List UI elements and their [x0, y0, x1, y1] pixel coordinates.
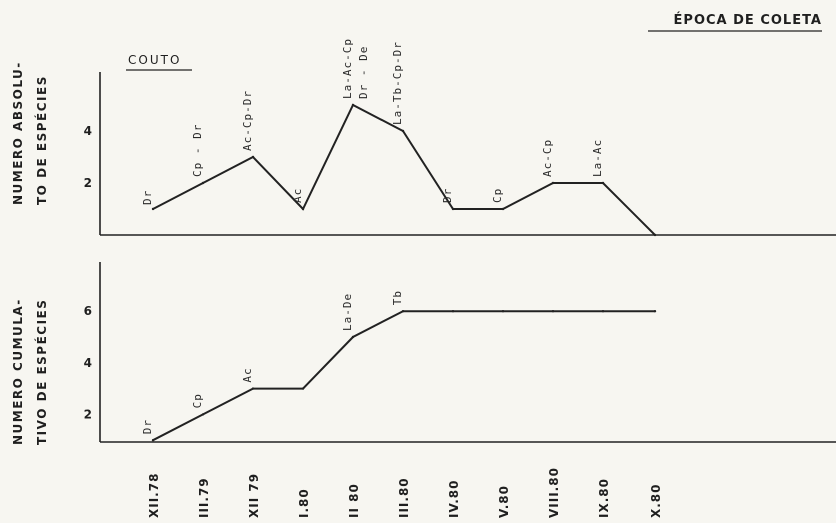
top-point-label: Ac: [291, 188, 304, 203]
x-tick-label: I.80: [297, 488, 311, 518]
top-point-label: Ac-Cp-Dr: [241, 90, 254, 151]
top-data-point: [401, 129, 405, 133]
bottom-data-point: [401, 310, 405, 313]
top-point-label: Ac-Cp: [541, 139, 554, 177]
top-point-label: La-Ac-Cp: [341, 38, 354, 99]
top-point-label: Cp: [491, 188, 504, 203]
bottom-point-label: La-De: [341, 293, 354, 331]
top-data-point: [301, 207, 305, 211]
bottom-data-point: [251, 387, 255, 390]
top-ytick-label: 2: [84, 176, 92, 190]
bottom-ylabel-line1: NUMERO CUMULA-: [11, 298, 25, 445]
top-ylabel-line2: TO DE ESPÉCIES: [34, 75, 49, 205]
site-label: COUTO: [128, 53, 181, 67]
top-data-point: [551, 181, 555, 185]
bottom-point-label: Tb: [391, 290, 404, 305]
top-point-label: Dr: [141, 190, 154, 205]
bottom-series-line: [152, 310, 655, 442]
bottom-ytick-label: 6: [84, 304, 92, 318]
top-data-point: [653, 233, 657, 237]
bottom-data-point: [653, 310, 657, 313]
x-tick-label: II 80: [347, 483, 361, 518]
top-data-point: [201, 181, 205, 185]
top-data-point: [601, 181, 605, 185]
x-tick-label: XII.78: [147, 473, 161, 518]
x-tick-label: X.80: [649, 483, 663, 518]
x-tick-label: IX.80: [597, 478, 611, 518]
top-data-point: [501, 207, 505, 211]
bottom-point-label: Dr: [141, 419, 154, 434]
bottom-ytick-label: 4: [84, 356, 92, 370]
bottom-data-point: [601, 310, 605, 313]
top-series-line: [152, 103, 656, 236]
top-point-label: La-Tb-Cp-Dr: [391, 41, 404, 125]
bottom-ylabel-line2: TIVO DE ESPÉCIES: [34, 299, 49, 445]
bottom-data-point: [201, 413, 205, 416]
bottom-data-point: [351, 335, 355, 339]
top-point-label: La-Ac: [591, 139, 604, 177]
bottom-ytick-label: 2: [84, 407, 92, 421]
bottom-data-point: [301, 387, 305, 390]
x-tick-label: VIII.80: [547, 467, 561, 518]
bottom-point-label: Cp: [191, 393, 204, 408]
bottom-data-point: [451, 310, 455, 313]
x-tick-label: III.79: [197, 477, 211, 518]
x-tick-label: XII 79: [247, 473, 261, 518]
marks-layer: 2 4 Dr Cp - Dr Ac-Cp-Dr Ac La-Ac-Cp Dr - De La-T…: [84, 38, 663, 518]
bottom-point-label: Ac: [241, 367, 254, 382]
bottom-data-point: [151, 439, 155, 442]
bottom-data-point: [551, 310, 555, 313]
top-data-point: [351, 103, 355, 107]
top-point-label: Dr: [441, 188, 454, 203]
x-tick-label: IV.80: [447, 480, 461, 518]
chart-title: ÉPOCA DE COLETA: [674, 12, 822, 28]
x-tick-label: III.80: [397, 477, 411, 518]
top-data-point: [151, 207, 155, 211]
top-point-label: Cp - Dr: [191, 124, 204, 177]
bottom-data-point: [501, 310, 505, 313]
top-data-point: [451, 207, 455, 211]
top-point-label: Dr - De: [357, 46, 370, 99]
top-ytick-label: 4: [84, 124, 92, 138]
top-data-point: [251, 155, 255, 159]
x-tick-label: V.80: [497, 485, 511, 518]
top-ylabel-line1: NUMERO ABSOLU-: [11, 61, 25, 205]
